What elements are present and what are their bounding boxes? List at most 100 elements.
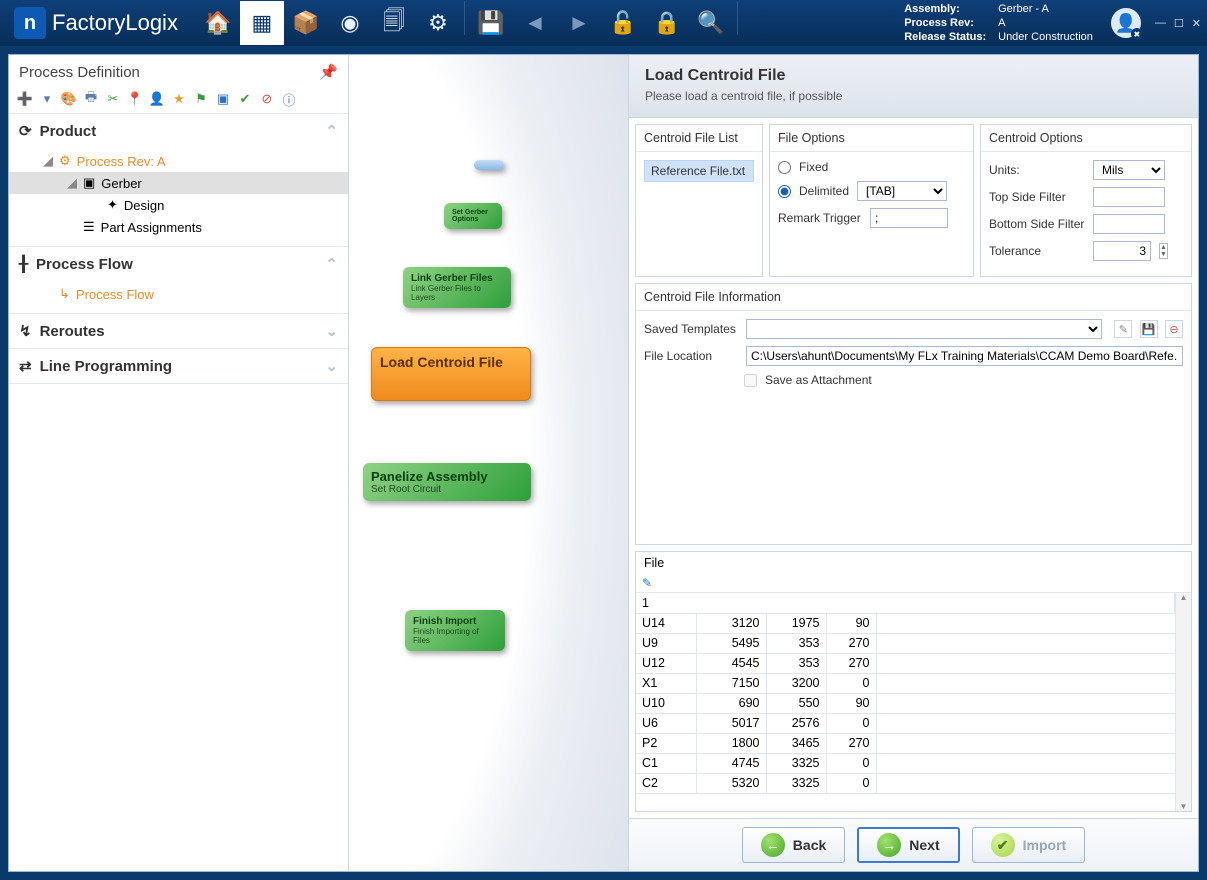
select-saved-templates[interactable] <box>746 319 1102 339</box>
node-top[interactable] <box>474 160 504 170</box>
table-row[interactable]: U124545353270 <box>636 653 1175 673</box>
tree-process-rev[interactable]: ◢ ⚙ Process Rev: A <box>9 150 348 172</box>
next-button[interactable]: → Next <box>857 827 959 863</box>
tb-star-icon[interactable]: ★ <box>171 91 187 107</box>
chevron-down-icon: ⌄ <box>325 322 338 340</box>
select-delimiter[interactable]: [TAB] <box>857 181 947 201</box>
import-button[interactable]: ✔ Import <box>972 827 1086 863</box>
tb-flag-icon[interactable]: ⚑ <box>193 91 209 107</box>
lock-icon[interactable]: 🔒 <box>645 1 689 45</box>
node-finish-import[interactable]: Finish Import Finish Importing of Files <box>405 610 505 651</box>
section-product-label: Product <box>40 123 97 140</box>
radio-fixed[interactable] <box>778 161 791 174</box>
table-row[interactable]: C2532033250 <box>636 773 1175 793</box>
checkbox-save-attachment[interactable] <box>744 374 757 387</box>
tb-dropdown-icon[interactable]: ▾ <box>39 91 55 107</box>
input-remark-trigger[interactable] <box>870 208 948 228</box>
section-process-flow: ╂ Process Flow ⌃ ↳ Process Flow <box>9 247 348 314</box>
forward-arrow-icon[interactable]: ► <box>557 1 601 45</box>
input-file-location[interactable] <box>746 346 1183 366</box>
input-tolerance[interactable] <box>1093 241 1151 261</box>
grid-edit-icon[interactable]: ✎ <box>642 576 652 590</box>
save-icon[interactable]: 💾 <box>469 1 513 45</box>
tb-print-icon[interactable]: 🖶 <box>83 91 99 107</box>
clipboard-icon[interactable]: 🗐 <box>372 1 416 45</box>
input-top-filter[interactable] <box>1093 187 1165 207</box>
user-icon[interactable]: 👤 <box>1111 8 1141 38</box>
close-button[interactable]: ✕ <box>1192 17 1201 30</box>
search-assembly-icon[interactable]: 🔍 <box>689 1 733 45</box>
select-units[interactable]: Mils <box>1093 160 1165 180</box>
table-row[interactable]: U143120197590 <box>636 613 1175 633</box>
label-fixed: Fixed <box>799 160 828 174</box>
table-row[interactable]: U6501725760 <box>636 713 1175 733</box>
grid-icon[interactable]: ▦ <box>240 1 284 45</box>
tb-add-icon[interactable]: ➕ <box>17 91 33 107</box>
tb-layers-icon[interactable]: ▣ <box>215 91 231 107</box>
chevron-up-icon: ⌃ <box>325 255 338 273</box>
table-row[interactable]: 1 <box>636 593 1175 613</box>
node-set-gerber-options[interactable]: Set Gerber Options <box>444 203 502 229</box>
section-product: ⟳ Product ⌃ ◢ ⚙ Process Rev: A ◢ ▣ Gerbe… <box>9 114 348 247</box>
tb-person-icon[interactable]: 👤 <box>149 91 165 107</box>
tb-pin-icon[interactable]: 📍 <box>127 91 143 107</box>
tb-info-icon[interactable]: ⓘ <box>281 91 297 107</box>
workflow-canvas[interactable]: Set Gerber Options Link Gerber Files Lin… <box>349 55 629 871</box>
expander-icon[interactable]: ◢ <box>43 153 53 169</box>
table-row[interactable]: P218003465270 <box>636 733 1175 753</box>
template-delete-icon[interactable]: ⊖ <box>1165 320 1183 338</box>
pin-icon[interactable]: 📌 <box>319 63 338 81</box>
minimize-button[interactable]: — <box>1155 17 1166 30</box>
tb-palette-icon[interactable]: 🎨 <box>61 91 77 107</box>
tb-cut-icon[interactable]: ✂ <box>105 91 121 107</box>
tree-gerber[interactable]: ◢ ▣ Gerber <box>9 172 348 194</box>
node-link-gerber-files[interactable]: Link Gerber Files Link Gerber Files to L… <box>403 267 511 308</box>
grid-scrollbar[interactable] <box>1175 593 1191 811</box>
section-reroutes-header[interactable]: ↯ Reroutes ⌄ <box>9 314 348 348</box>
unlock-icon[interactable]: 🔓 <box>601 1 645 45</box>
home-icon[interactable]: 🏠 <box>196 1 240 45</box>
table-row[interactable]: X1715032000 <box>636 673 1175 693</box>
section-process-flow-header[interactable]: ╂ Process Flow ⌃ <box>9 247 348 281</box>
template-save-icon[interactable]: 💾 <box>1140 320 1158 338</box>
spin-down-icon[interactable]: ▼ <box>1160 251 1167 258</box>
node-panelize-assembly[interactable]: Panelize Assembly Set Root Circuit <box>363 463 531 501</box>
maximize-button[interactable]: ☐ <box>1174 17 1184 30</box>
section-reroutes: ↯ Reroutes ⌄ <box>9 314 348 349</box>
wizard-buttons: ← Back → Next ✔ Import <box>629 818 1198 871</box>
gear-icon[interactable]: ⚙ <box>416 1 460 45</box>
panel-file-options: File Options Fixed Delimited [TAB] <box>769 124 974 277</box>
package-icon[interactable]: 📦 <box>284 1 328 45</box>
label-bottom-filter: Bottom Side Filter <box>989 217 1085 231</box>
spin-up-icon[interactable]: ▲ <box>1160 244 1167 251</box>
top-ribbon: n FactoryLogix 🏠 ▦ 📦 ◉ 🗐 ⚙ 💾 ◄ ► 🔓 🔒 🔍 A… <box>0 0 1207 46</box>
node-load-centroid-file[interactable]: Load Centroid File <box>371 347 531 401</box>
tree-design[interactable]: ✦ Design <box>9 194 348 216</box>
file-list-item[interactable]: Reference File.txt <box>644 160 754 182</box>
radio-delimited[interactable] <box>778 185 791 198</box>
board-icon: ▣ <box>83 175 95 191</box>
branch-icon: ↳ <box>59 286 70 302</box>
arrow-bidir-icon: ⇄ <box>19 357 32 375</box>
input-bottom-filter[interactable] <box>1093 214 1165 234</box>
expander-icon[interactable]: ◢ <box>67 175 77 191</box>
assembly-info: Assembly: Gerber - A Process Rev: A Rele… <box>904 2 1093 44</box>
tree-part-assignments[interactable]: ☰ Part Assignments <box>9 216 348 238</box>
tb-deny-icon[interactable]: ⊘ <box>259 91 275 107</box>
data-table[interactable]: 1U143120197590U95495353270U124545353270X… <box>636 593 1175 794</box>
back-button[interactable]: ← Back <box>742 827 845 863</box>
table-row[interactable]: U1069055090 <box>636 693 1175 713</box>
globe-icon[interactable]: ◉ <box>328 1 372 45</box>
tb-allow-icon[interactable]: ✔ <box>237 91 253 107</box>
section-product-header[interactable]: ⟳ Product ⌃ <box>9 114 348 148</box>
section-process-flow-label: Process Flow <box>36 256 133 273</box>
page-subtitle: Please load a centroid file, if possible <box>645 89 1182 103</box>
table-row[interactable]: U95495353270 <box>636 633 1175 653</box>
table-row[interactable]: C1474533250 <box>636 753 1175 773</box>
section-line-programming-header[interactable]: ⇄ Line Programming ⌄ <box>9 349 348 383</box>
template-edit-icon[interactable]: ✎ <box>1114 320 1132 338</box>
panel-centroid-options: Centroid Options Units: Mils Top Side Fi… <box>980 124 1192 277</box>
back-arrow-icon[interactable]: ◄ <box>513 1 557 45</box>
chevron-up-icon: ⌃ <box>325 122 338 140</box>
tree-process-flow-item[interactable]: ↳ Process Flow <box>9 283 348 305</box>
